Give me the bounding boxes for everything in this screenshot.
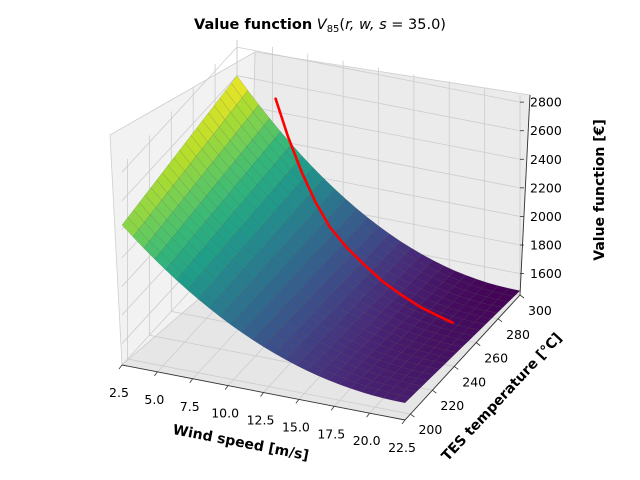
x-tick-mark-1: [154, 371, 158, 377]
x-tick-label-7: 20.0: [353, 433, 381, 448]
y-tick-mark-3: [475, 342, 481, 346]
y-tick-mark-4: [497, 318, 503, 323]
z-tick-label-3: 2200: [530, 180, 562, 195]
y-axis-line: [404, 294, 521, 421]
y-tick-label-4: 280: [506, 327, 530, 342]
chart-title: Value function V85(r, w, s = 35.0): [194, 17, 446, 35]
x-tick-mark-3: [224, 385, 229, 390]
y-tick-mark-1: [432, 389, 437, 394]
y-tick-label-2: 240: [462, 374, 486, 389]
z-tick-label-5: 2600: [530, 123, 562, 138]
y-tick-mark-2: [454, 366, 459, 370]
x-tick-label-8: 22.5: [388, 440, 416, 455]
z-axis-line: [519, 94, 531, 296]
x-tick-mark-6: [330, 406, 335, 411]
y-tick-label-5: 300: [528, 303, 552, 318]
surface-patch-25-0: [393, 394, 412, 404]
x-tick-label-1: 5.0: [144, 392, 164, 407]
z-grid-line-6: [121, 46, 521, 173]
x-tick-label-0: 2.5: [109, 385, 129, 400]
x-tick-mark-5: [295, 399, 300, 404]
y-tick-label-0: 200: [418, 422, 442, 437]
x-tick-mark-4: [260, 392, 264, 397]
x-tick-label-2: 7.5: [180, 399, 200, 414]
x-tick-mark-0: [118, 364, 123, 370]
z-tick-label-2: 2000: [530, 209, 562, 224]
y-tick-mark-0: [410, 413, 415, 418]
value-surface: [121, 75, 521, 404]
x-tick-label-6: 17.5: [317, 426, 345, 441]
y-tick-label-3: 260: [484, 351, 508, 366]
x-tick-mark-2: [189, 378, 194, 383]
z-tick-label-4: 2400: [530, 152, 562, 167]
y-tick-mark-5: [519, 294, 525, 299]
z-tick-label-6: 2800: [530, 95, 562, 110]
z-tick-label-1: 1800: [530, 238, 562, 253]
x-tick-label-4: 12.5: [247, 413, 275, 428]
x-tick-mark-8: [401, 419, 406, 425]
surface-patch-25-4: [416, 372, 435, 381]
surface-patch-25-5: [422, 366, 440, 375]
y-tick-label-1: 220: [440, 398, 464, 413]
policy-curve-line: [274, 97, 455, 325]
x-tick-label-5: 15.0: [282, 419, 310, 434]
x-tick-mark-7: [366, 412, 370, 418]
x-tick-label-3: 10.0: [211, 406, 239, 421]
z-axis-label: Value function [€]: [592, 119, 608, 260]
z-tick-label-0: 1600: [530, 266, 562, 281]
